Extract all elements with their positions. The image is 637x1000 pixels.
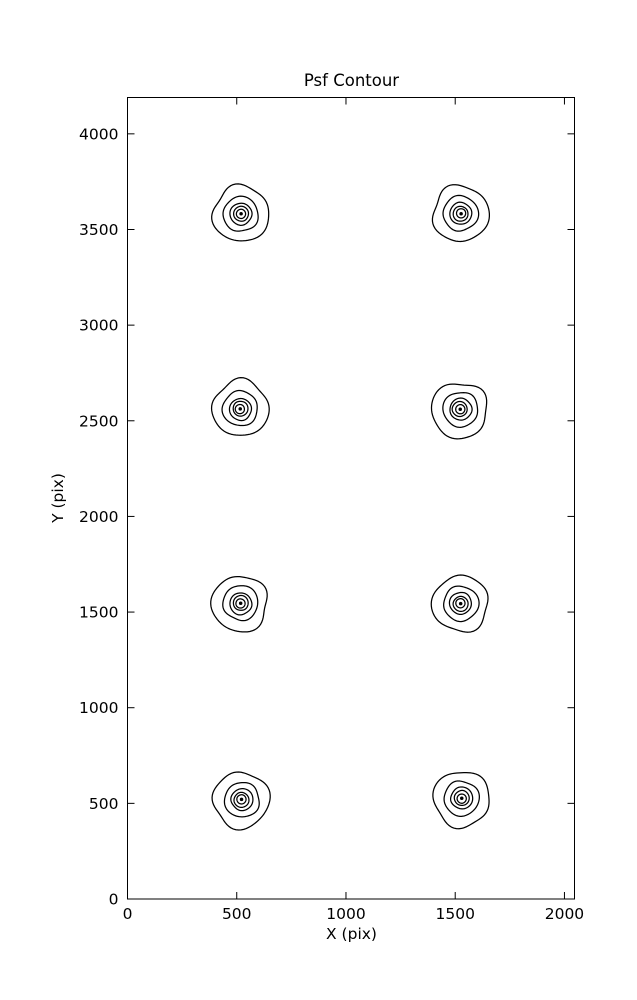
contour-ring (449, 397, 473, 421)
contour-ring (455, 403, 466, 415)
psf-center-dot (239, 212, 243, 216)
contour-ring (443, 780, 480, 817)
psf-center-dot (459, 212, 463, 216)
contour-ring (210, 575, 268, 633)
contour-ring (451, 400, 468, 418)
psf-center-dot (460, 796, 464, 800)
x-tick-label: 2000 (545, 905, 584, 923)
contour-ring (455, 598, 466, 609)
contour-ring (229, 202, 253, 226)
contour-ring (230, 788, 254, 812)
y-tick-label: 2000 (79, 508, 118, 526)
contour-ring (452, 205, 469, 222)
y-tick-label: 0 (109, 891, 119, 909)
contour-ring (222, 585, 259, 622)
y-tick-label: 4000 (79, 125, 118, 143)
contour-ring (234, 403, 246, 415)
x-tick-label: 500 (222, 905, 252, 923)
contour-ring (210, 377, 270, 436)
contour-ring (449, 201, 473, 225)
psf-center-dot (458, 601, 463, 606)
contour-ring (233, 791, 250, 808)
y-tick-label: 500 (89, 795, 119, 813)
contour-ring (453, 789, 470, 807)
contour-ring (235, 208, 247, 220)
contour-ring (222, 195, 259, 232)
contour-ring (221, 389, 258, 427)
contour-ring (431, 184, 491, 243)
contour-ring (236, 794, 247, 805)
psf-center-dot (239, 797, 244, 802)
x-axis-label: X (pix) (326, 925, 377, 943)
contour-ring (228, 397, 253, 422)
contour-ring (232, 205, 250, 222)
contour-ring (442, 392, 479, 428)
y-tick-label: 2500 (79, 412, 118, 430)
x-tick-label: 1000 (326, 905, 365, 923)
contour-ring (456, 793, 467, 804)
psf-center-dot (238, 407, 242, 411)
x-tick-label: 0 (123, 905, 133, 923)
contour-ring (442, 194, 480, 232)
contour-ring (432, 772, 490, 830)
y-tick-label: 1500 (79, 604, 118, 622)
chart-title: Psf Contour (303, 71, 400, 90)
contour-ring (430, 574, 489, 633)
plot-border (127, 97, 575, 900)
contour-ring (449, 786, 474, 810)
y-tick-label: 1000 (79, 699, 118, 717)
contour-ring (232, 400, 249, 417)
contour-ring (455, 208, 467, 219)
contour-ring (448, 591, 472, 616)
contour-ring (443, 585, 480, 623)
y-tick-label: 3000 (79, 317, 118, 335)
contour-ring (430, 383, 488, 440)
contour-ring (232, 594, 249, 611)
y-axis-label: Y (pix) (49, 473, 67, 523)
contour-ring (211, 771, 271, 831)
contour-ring (229, 592, 253, 616)
psf-center-dot (458, 407, 462, 412)
contour-ring (223, 781, 260, 818)
contour-ring (211, 183, 270, 242)
psf-center-dot (238, 601, 243, 606)
contour-ring (235, 598, 246, 609)
x-tick-label: 1500 (435, 905, 474, 923)
y-tick-label: 3500 (79, 221, 118, 239)
contour-ring (452, 595, 469, 613)
